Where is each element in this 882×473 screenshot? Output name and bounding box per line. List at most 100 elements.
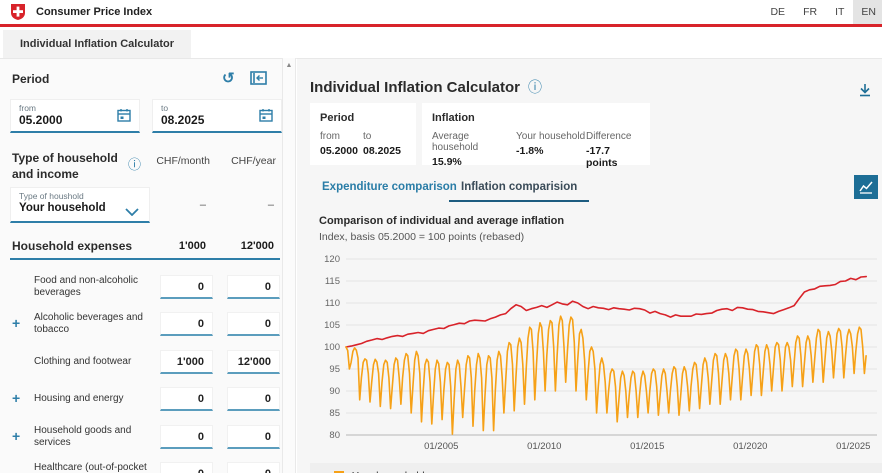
- expand-plus-icon[interactable]: +: [12, 390, 21, 406]
- income-year-value: –: [267, 199, 274, 211]
- svg-text:85: 85: [329, 408, 340, 419]
- calendar-icon[interactable]: [117, 108, 131, 127]
- expense-year-input[interactable]: [227, 425, 280, 449]
- expense-label: Alcoholic beverages and tobacco: [34, 311, 143, 336]
- app-title: Consumer Price Index: [36, 6, 153, 18]
- tab-expenditure-comparison[interactable]: Expenditure comparison: [322, 181, 457, 193]
- language-en-active[interactable]: EN: [853, 0, 882, 24]
- expense-year-input[interactable]: [227, 275, 280, 299]
- difference-stat: Difference -17.7 points: [586, 131, 640, 169]
- period-to: to 08.2025: [363, 131, 406, 157]
- household-expenses-title: Household expenses: [12, 239, 133, 253]
- expense-year-input[interactable]: [227, 387, 280, 411]
- average-household-label: Average household: [432, 131, 479, 153]
- average-household-line: [345, 275, 868, 348]
- expense-year-input[interactable]: [227, 350, 280, 374]
- svg-text:01/2020: 01/2020: [733, 441, 767, 452]
- from-field-label: from: [19, 103, 36, 113]
- calendar-icon[interactable]: [259, 108, 273, 127]
- download-icon[interactable]: [858, 83, 872, 102]
- period-from-field[interactable]: from 05.2000: [10, 99, 140, 133]
- period-to-label: to: [363, 131, 372, 142]
- expense-row-household-goods: + Household goods and services: [0, 421, 282, 453]
- household-type-select[interactable]: Type of houshold Your household: [10, 187, 150, 223]
- expense-month-input[interactable]: [160, 462, 213, 473]
- to-field-value: 08.2025: [161, 113, 205, 127]
- inflation-summary-card: Inflation Average household 15.9% Your h…: [422, 103, 650, 169]
- info-icon[interactable]: ⓘ: [528, 79, 543, 95]
- expense-row-housing: + Housing and energy: [0, 383, 282, 415]
- tab-individual-inflation-calculator[interactable]: Individual Inflation Calculator: [3, 30, 192, 58]
- chart-title: Comparison of individual and average inf…: [319, 215, 565, 227]
- legend-label: Your household: [352, 470, 425, 473]
- expense-month-input[interactable]: [160, 425, 213, 449]
- chevron-down-icon: [125, 203, 139, 221]
- household-type-select-label: Type of houshold: [19, 191, 84, 201]
- expand-plus-icon[interactable]: +: [12, 315, 21, 331]
- your-household-value: -1.8%: [516, 145, 544, 157]
- expense-label: Housing and energy: [34, 392, 124, 404]
- period-section-title: Period: [12, 72, 50, 86]
- household-type-select-value: Your household: [19, 202, 106, 214]
- legend-swatch-icon: [334, 471, 344, 473]
- difference-label: Difference: [586, 131, 632, 142]
- info-icon[interactable]: ⓘ: [128, 157, 142, 172]
- inflation-comparison-chart: 80 85 90 95 100 105 110 115 120 01/2005 01/2010 01/…: [324, 254, 877, 452]
- svg-text:80: 80: [329, 430, 340, 441]
- svg-text:115: 115: [325, 276, 340, 287]
- tab-inflation-comparison[interactable]: Inflation comparision: [449, 181, 590, 202]
- average-household-value: 15.9%: [432, 156, 462, 168]
- svg-text:120: 120: [324, 254, 340, 265]
- your-household-stat: Your household -1.8%: [516, 131, 586, 169]
- chart-view-button[interactable]: [854, 175, 878, 199]
- period-card-title: Period: [320, 112, 355, 124]
- expand-plus-icon[interactable]: +: [12, 428, 21, 444]
- summary-cards: Period from 05.2000 to 08.2025 Inflation: [310, 103, 650, 169]
- expense-month-input[interactable]: [160, 387, 213, 411]
- reset-icon[interactable]: ↺: [222, 70, 235, 87]
- period-to-field[interactable]: to 08.2025: [152, 99, 282, 133]
- svg-text:105: 105: [324, 320, 340, 331]
- expenses-total-year: 12'000: [240, 240, 274, 252]
- period-to-value: 08.2025: [363, 145, 401, 157]
- main-tab-bar: Individual Inflation Calculator: [0, 27, 882, 59]
- period-from: from 05.2000: [320, 131, 363, 157]
- svg-text:90: 90: [329, 386, 340, 397]
- expense-label: Clothing and footwear: [34, 355, 132, 367]
- inflation-card-title: Inflation: [432, 112, 475, 124]
- collapse-panel-icon[interactable]: [250, 71, 267, 90]
- period-summary-card: Period from 05.2000 to 08.2025: [310, 103, 416, 165]
- svg-text:95: 95: [329, 364, 340, 375]
- legend-item-your-household: Your household: [334, 470, 882, 473]
- panel-scrollbar[interactable]: ▲: [282, 58, 296, 473]
- expenses-total-month: 1'000: [178, 240, 206, 252]
- income-month-value: –: [199, 199, 206, 211]
- difference-value: -17.7 points: [586, 145, 618, 169]
- svg-text:01/2015: 01/2015: [630, 441, 664, 452]
- expense-month-input[interactable]: [160, 350, 213, 374]
- column-header-chf-year: CHF/year: [231, 155, 276, 167]
- page-title: Individual Inflation Calculator ⓘ: [310, 77, 542, 97]
- scroll-up-arrow-icon[interactable]: ▲: [285, 62, 293, 69]
- page-title-text: Individual Inflation Calculator: [310, 79, 521, 96]
- line-chart-icon: [859, 181, 873, 194]
- chart-subtitle: Index, basis 05.2000 = 100 points (rebas…: [319, 231, 525, 243]
- expense-row-food: Food and non-alcoholic beverages: [0, 271, 282, 303]
- average-household-stat: Average household 15.9%: [432, 131, 516, 169]
- expense-month-input[interactable]: [160, 312, 213, 336]
- expense-month-input[interactable]: [160, 275, 213, 299]
- language-de[interactable]: DE: [770, 6, 786, 18]
- header-red-rule: [0, 24, 882, 27]
- expense-label: Healthcare (out-of-pocket and insurances…: [34, 461, 147, 473]
- language-switcher: DE FR IT EN: [761, 0, 882, 24]
- input-side-panel: Period ↺ from 05.2000: [0, 58, 282, 473]
- svg-text:110: 110: [325, 298, 340, 309]
- expense-year-input[interactable]: [227, 312, 280, 336]
- expense-year-input[interactable]: [227, 462, 280, 473]
- language-it[interactable]: IT: [835, 6, 845, 18]
- swiss-confederation-logo-icon: [9, 3, 27, 26]
- expense-row-alcohol: + Alcoholic beverages and tobacco: [0, 308, 282, 340]
- language-fr[interactable]: FR: [803, 6, 818, 18]
- svg-text:01/2025: 01/2025: [836, 441, 870, 452]
